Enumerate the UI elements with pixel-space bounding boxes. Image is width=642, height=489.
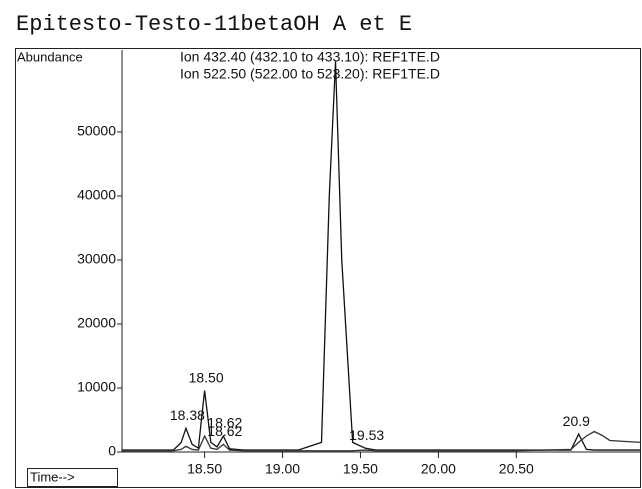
peak-label: 19.53 bbox=[349, 427, 384, 443]
y-axis-label: Abundance bbox=[17, 49, 83, 64]
frame bbox=[15, 48, 641, 488]
y-tick-label: 0 bbox=[108, 443, 116, 459]
x-tick-label: 20.50 bbox=[499, 461, 534, 477]
peak-label: 18.62 bbox=[207, 415, 242, 431]
peak-label: 18.38 bbox=[170, 407, 205, 423]
y-tick-label: 10000 bbox=[77, 379, 116, 395]
x-label-box bbox=[27, 468, 118, 487]
trace bbox=[122, 430, 642, 452]
x-tick-label: 19.00 bbox=[265, 461, 300, 477]
peak-label: 20.9 bbox=[563, 413, 590, 429]
x-axis-label: Time--> bbox=[30, 469, 75, 484]
x-tick-label: 19.50 bbox=[343, 461, 378, 477]
y-tick-label: 20000 bbox=[77, 315, 116, 331]
trace bbox=[122, 61, 641, 451]
x-tick-label: 18.50 bbox=[187, 461, 222, 477]
legend-entry: Ion 522.50 (522.00 to 523.20): REF1TE.D bbox=[180, 66, 440, 82]
chart-title: Epitesto-Testo-11betaOH A et E bbox=[16, 12, 412, 37]
peak-label: 18.50 bbox=[189, 369, 224, 385]
legend-entry: Ion 432.40 (432.10 to 433.10): REF1TE.D bbox=[180, 49, 440, 65]
y-tick-label: 50000 bbox=[77, 123, 116, 139]
y-tick-label: 40000 bbox=[77, 187, 116, 203]
x-tick-label: 20.00 bbox=[421, 461, 456, 477]
y-tick-label: 30000 bbox=[77, 251, 116, 267]
peak-label: 18.62 bbox=[207, 423, 242, 439]
